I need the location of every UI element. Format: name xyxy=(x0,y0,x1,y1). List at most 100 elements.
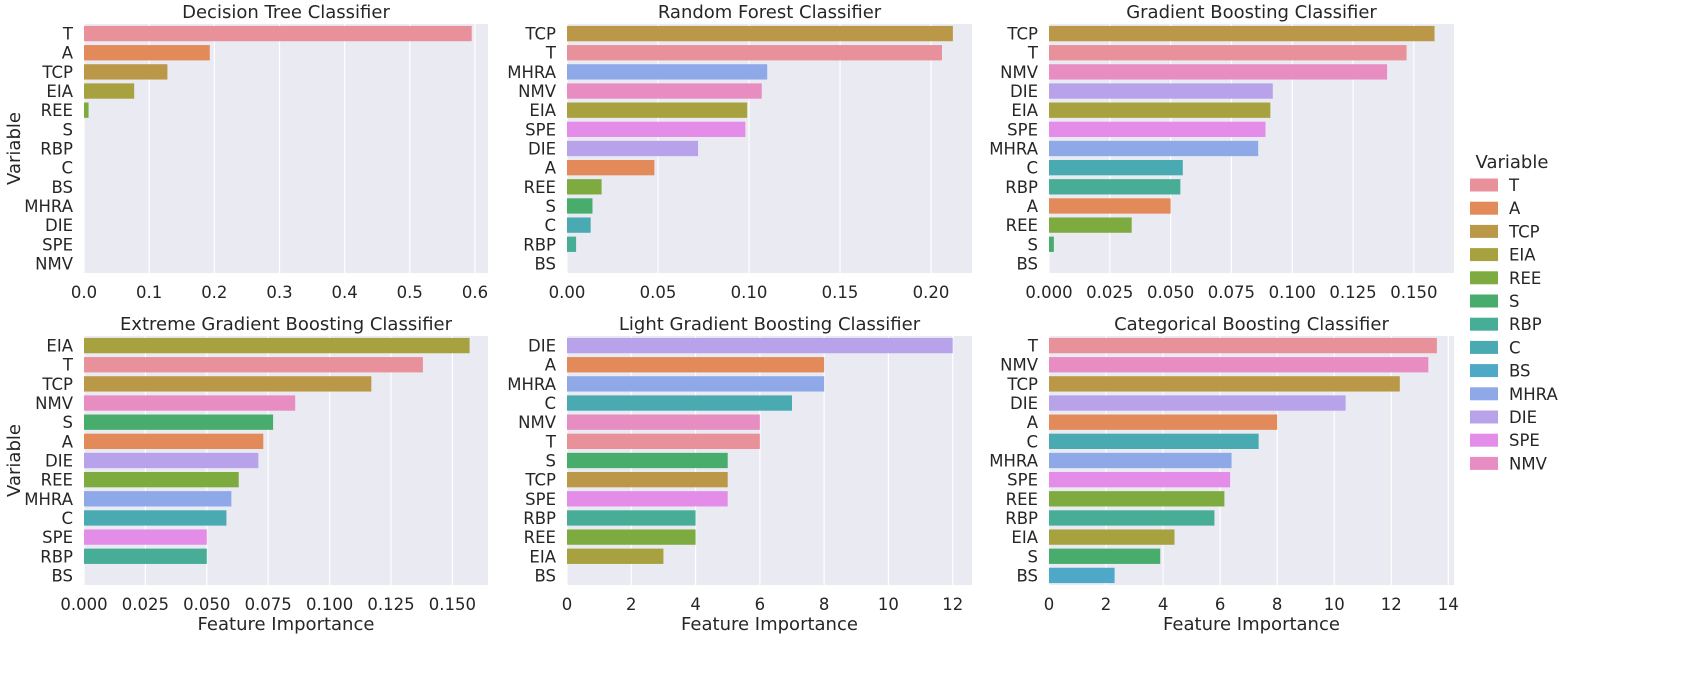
bar-spe xyxy=(567,491,728,507)
y-axis-label: Variable xyxy=(4,424,25,497)
bar-s xyxy=(567,452,728,469)
chart-title: Light Gradient Boosting Classifier xyxy=(619,314,921,335)
x-tick-label: 8 xyxy=(1272,595,1283,614)
y-tick-label: RBP xyxy=(1005,509,1038,528)
legend-label: S xyxy=(1509,292,1519,311)
legend-label: BS xyxy=(1509,362,1531,381)
y-tick-label: C xyxy=(61,159,73,178)
x-tick-label: 0.000 xyxy=(60,595,107,614)
legend-label: T xyxy=(1508,176,1520,195)
y-tick-label: EIA xyxy=(1011,101,1038,120)
y-tick-label: T xyxy=(545,44,557,63)
legend-swatch xyxy=(1470,271,1498,285)
y-tick-label: S xyxy=(546,452,556,471)
y-tick-label: S xyxy=(63,413,73,432)
y-tick-label: T xyxy=(545,432,557,451)
bar-rbp xyxy=(567,236,577,252)
bar-c xyxy=(84,510,227,526)
y-tick-label: A xyxy=(545,159,557,178)
x-tick-label: 0.0 xyxy=(71,283,97,302)
bar-eia xyxy=(84,83,135,99)
y-tick-label: C xyxy=(1026,432,1038,451)
bar-rbp xyxy=(1049,179,1181,195)
x-tick-label: 0.6 xyxy=(462,283,488,302)
legend-label: A xyxy=(1509,199,1521,218)
legend-item-mhra: MHRA xyxy=(1470,385,1558,404)
bar-mhra xyxy=(1049,140,1259,157)
legend-label: EIA xyxy=(1509,246,1536,265)
bar-ree xyxy=(84,102,89,118)
bar-nmv xyxy=(567,414,760,430)
bar-die xyxy=(567,337,953,354)
bar-a xyxy=(84,433,264,450)
legend-item-rbp: RBP xyxy=(1470,315,1542,334)
x-tick-label: 0.4 xyxy=(332,283,358,302)
bar-die xyxy=(84,452,259,469)
bar-die xyxy=(1049,395,1346,411)
legend-label: DIE xyxy=(1509,408,1537,427)
legend-label: NMV xyxy=(1509,454,1548,473)
y-tick-label: S xyxy=(546,197,556,216)
legend-item-a: A xyxy=(1470,199,1521,218)
x-tick-label: 0.125 xyxy=(367,595,414,614)
x-tick-label: 0 xyxy=(562,595,573,614)
y-tick-label: RBP xyxy=(1005,178,1038,197)
legend-label: RBP xyxy=(1509,315,1542,334)
bar-tcp xyxy=(567,25,953,42)
bar-rbp xyxy=(1049,510,1215,526)
y-tick-label: BS xyxy=(51,566,73,585)
bar-ree xyxy=(567,179,602,195)
y-tick-label: A xyxy=(62,432,74,451)
legend-swatch xyxy=(1470,364,1498,378)
bar-ree xyxy=(1049,491,1225,507)
chart-title: Gradient Boosting Classifier xyxy=(1126,2,1377,23)
x-tick-label: 6 xyxy=(755,595,766,614)
chart-title: Extreme Gradient Boosting Classifier xyxy=(120,314,453,335)
legend-item-t: T xyxy=(1470,176,1520,195)
y-tick-label: MHRA xyxy=(24,197,73,216)
x-tick-label: 0.150 xyxy=(429,595,476,614)
bar-s xyxy=(567,198,593,214)
x-axis-label: Feature Importance xyxy=(681,614,858,635)
legend-swatch xyxy=(1470,294,1498,308)
bar-a xyxy=(1049,414,1278,430)
x-tick-label: 0.10 xyxy=(731,283,768,302)
bar-bs xyxy=(1049,567,1115,584)
x-tick-label: 8 xyxy=(819,595,830,614)
y-tick-label: TCP xyxy=(1006,375,1038,394)
x-tick-label: 0.050 xyxy=(183,595,230,614)
chart-title: Categorical Boosting Classifier xyxy=(1114,314,1389,335)
x-tick-label: 0.2 xyxy=(201,283,227,302)
legend-item-ree: REE xyxy=(1470,269,1541,288)
bar-s xyxy=(1049,548,1161,564)
x-tick-label: 12 xyxy=(1381,595,1402,614)
y-tick-label: T xyxy=(1027,44,1039,63)
y-tick-label: EIA xyxy=(46,82,73,101)
legend-swatch xyxy=(1470,410,1498,424)
bar-ree xyxy=(567,529,696,545)
y-tick-label: RBP xyxy=(523,509,556,528)
y-tick-label: SPE xyxy=(525,490,556,509)
y-tick-label: EIA xyxy=(46,337,73,356)
x-axis-label: Feature Importance xyxy=(1163,614,1340,635)
y-axis-label: Variable xyxy=(4,112,25,185)
y-tick-label: MHRA xyxy=(989,452,1038,471)
bar-tcp xyxy=(84,376,372,392)
x-tick-label: 0.3 xyxy=(266,283,292,302)
bar-a xyxy=(567,357,825,373)
y-tick-label: REE xyxy=(1006,216,1038,235)
bar-ree xyxy=(1049,217,1132,233)
x-tick-label: 0.025 xyxy=(1086,283,1133,302)
y-tick-label: A xyxy=(62,44,74,63)
y-tick-label: C xyxy=(1026,159,1038,178)
x-tick-label: 0.100 xyxy=(306,595,353,614)
bar-tcp xyxy=(567,471,728,488)
y-tick-label: TCP xyxy=(524,25,556,44)
y-tick-label: MHRA xyxy=(507,63,556,82)
legend-swatch xyxy=(1470,224,1498,238)
bar-mhra xyxy=(567,376,825,392)
bar-rbp xyxy=(567,510,696,526)
bar-tcp xyxy=(84,64,168,80)
x-tick-label: 0.00 xyxy=(549,283,586,302)
